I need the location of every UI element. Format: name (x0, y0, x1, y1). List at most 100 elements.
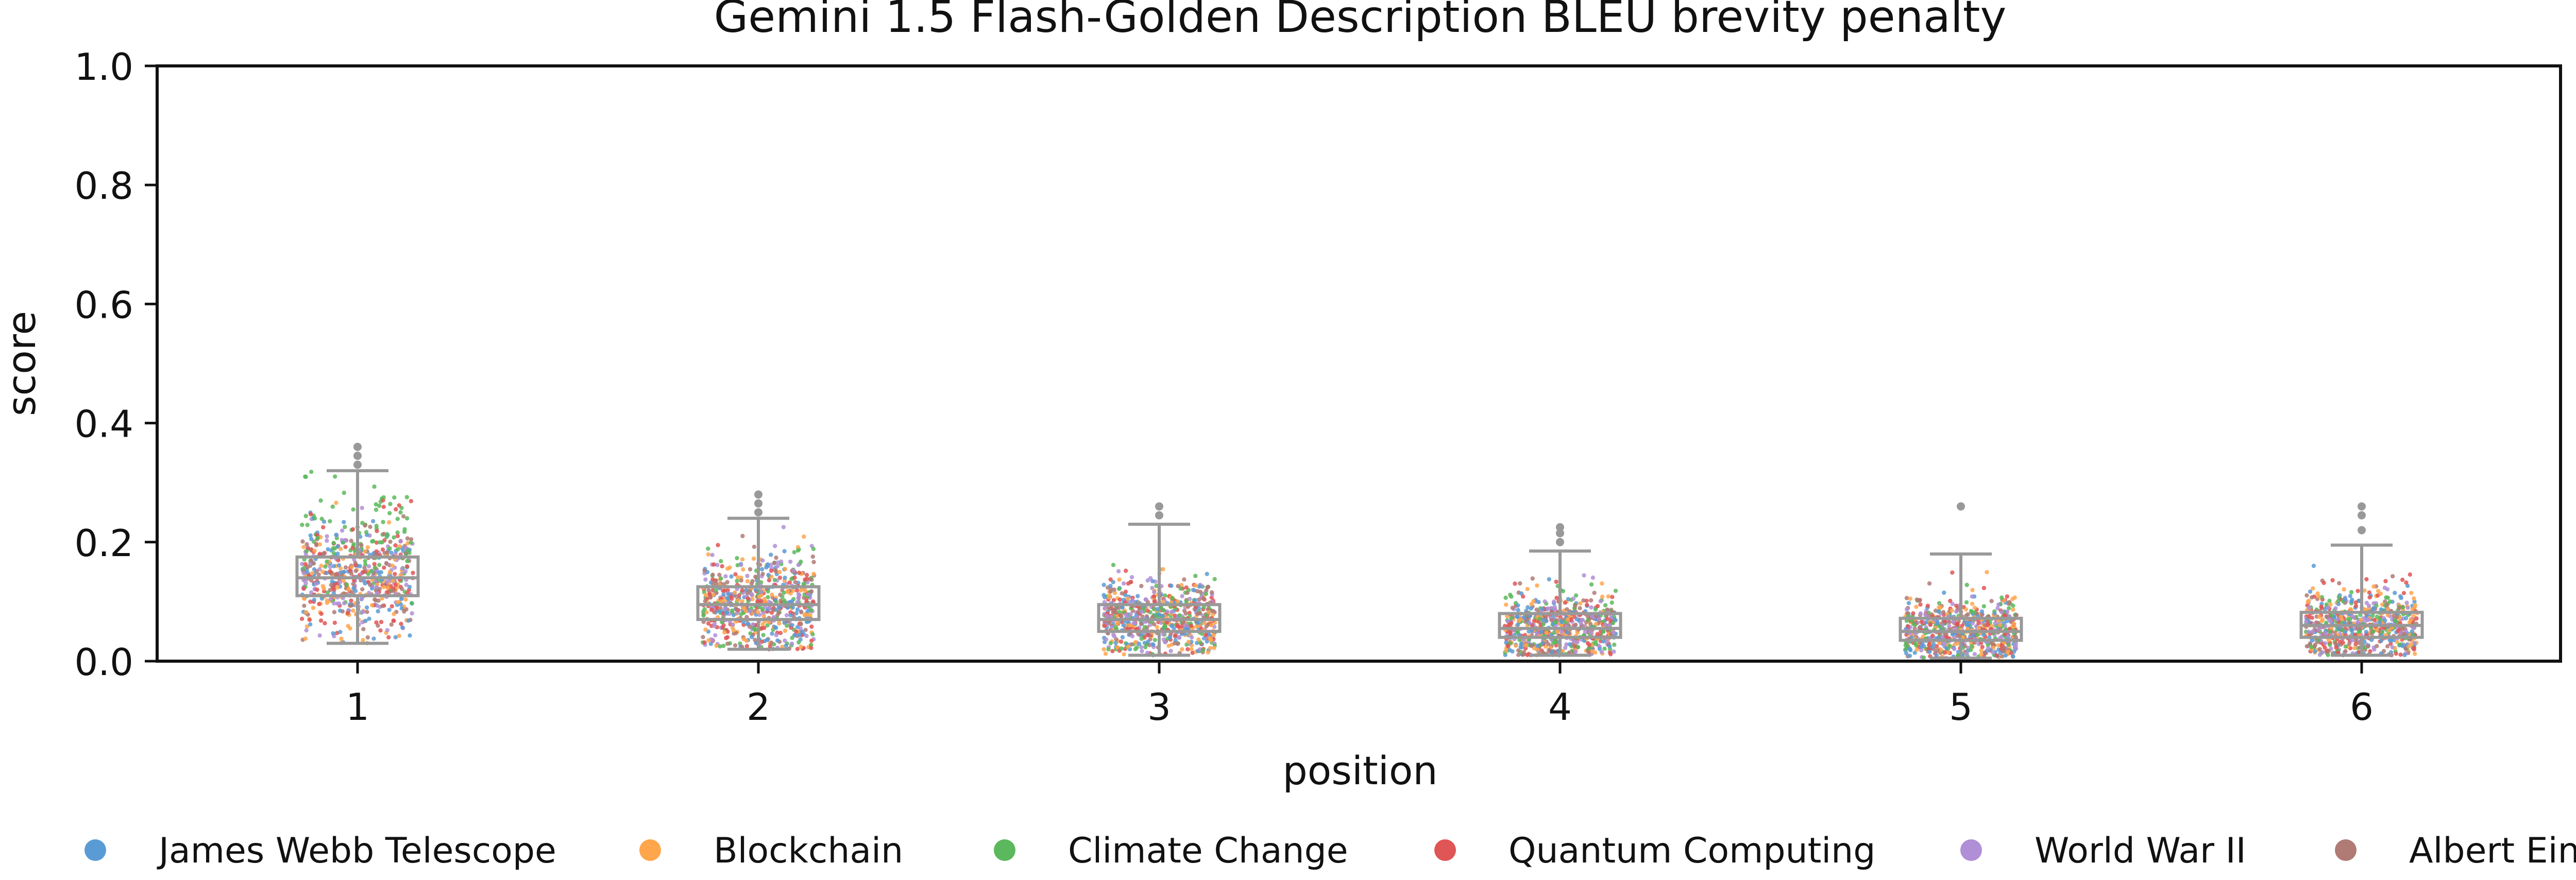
strip-point (703, 577, 708, 582)
strip-point (393, 543, 398, 548)
strip-point (312, 516, 317, 521)
strip-point (808, 643, 814, 647)
strip-point (1115, 645, 1120, 650)
strip-point (1516, 623, 1520, 627)
strip-point (304, 628, 309, 633)
strip-point (1108, 641, 1113, 646)
strip-point (761, 633, 766, 637)
strip-point (736, 575, 740, 580)
strip-point (301, 566, 307, 571)
strip-point (726, 592, 731, 596)
strip-point (2402, 631, 2407, 636)
legend-marker (1960, 839, 1982, 861)
strip-point (1964, 613, 1969, 618)
strip-point (360, 587, 365, 592)
strip-point (399, 622, 403, 626)
strip-point (374, 540, 379, 545)
strip-point (1519, 642, 1523, 646)
strip-point (1189, 647, 1194, 652)
strip-point (2349, 590, 2354, 595)
strip-point (1204, 592, 1209, 596)
strip-point (1586, 649, 1590, 653)
strip-point (385, 628, 390, 633)
strip-point (774, 633, 779, 637)
strip-point (2315, 591, 2320, 596)
strip-point (1169, 610, 1174, 614)
strip-point (1547, 648, 1551, 652)
strip-point (342, 490, 346, 495)
strip-point (2319, 618, 2324, 624)
outlier-point (754, 508, 762, 516)
strip-point (1972, 610, 1977, 615)
strip-point (343, 538, 348, 543)
strip-point (739, 578, 743, 583)
strip-point (2003, 632, 2007, 636)
strip-point (2355, 589, 2360, 593)
chart-title: Gemini 1.5 Flash-Golden Description BLEU… (714, 0, 2007, 43)
strip-point (1165, 609, 1170, 614)
strip-point (1190, 650, 1195, 655)
strip-point (725, 635, 730, 640)
strip-point (1589, 582, 1594, 587)
strip-point (303, 513, 308, 519)
strip-point (2390, 574, 2395, 579)
strip-point (1506, 644, 1511, 649)
strip-point (1995, 606, 2000, 611)
strip-point (364, 530, 369, 534)
strip-point (343, 565, 348, 570)
strip-point (795, 548, 801, 553)
strip-point (2393, 591, 2397, 595)
strip-point (1936, 609, 1941, 614)
strip-point (2324, 614, 2329, 619)
strip-point (797, 593, 802, 598)
strip-point (323, 621, 327, 626)
strip-point (809, 639, 814, 643)
strip-point (1539, 630, 1544, 634)
strip-point (796, 640, 801, 645)
strip-point (387, 570, 392, 575)
strip-point (1905, 611, 1910, 616)
strip-point (725, 580, 730, 584)
strip-point (1904, 651, 1909, 655)
strip-point (2323, 630, 2328, 635)
strip-point (1160, 613, 1165, 618)
strip-point (2308, 589, 2313, 594)
strip-point (2317, 614, 2321, 619)
strip-point (312, 548, 317, 553)
strip-point (770, 631, 774, 636)
strip-point (1204, 588, 1209, 593)
legend-item: World War II (1960, 831, 2246, 871)
strip-point (314, 581, 318, 586)
strip-point (2375, 644, 2379, 648)
strip-point (300, 562, 304, 566)
strip-point (314, 542, 319, 546)
strip-point (1584, 598, 1589, 603)
strip-point (321, 586, 326, 591)
strip-point (1955, 622, 1960, 627)
outlier-point (1155, 502, 1163, 511)
y-tick-label: 0.4 (74, 403, 133, 446)
strip-point (394, 507, 398, 512)
strip-point (2352, 646, 2357, 650)
strip-point (331, 631, 335, 636)
strip-point (1583, 629, 1587, 634)
strip-point (711, 582, 716, 586)
strip-point (1999, 610, 2004, 615)
strip-point (410, 611, 414, 616)
strip-point (1139, 636, 1144, 641)
strip-point (710, 553, 715, 557)
strip-point (797, 633, 802, 637)
strip-point (409, 499, 414, 504)
strip-point (722, 630, 727, 635)
strip-point (363, 562, 368, 567)
strip-point (1911, 611, 1916, 616)
strip-point (710, 637, 715, 643)
strip-point (371, 636, 376, 641)
strip-point (2328, 602, 2333, 607)
strip-point (740, 588, 744, 593)
strip-point (331, 564, 336, 568)
strip-point (1597, 647, 1602, 651)
strip-point (1509, 615, 1514, 620)
strip-point (2333, 606, 2338, 611)
strip-point (304, 549, 309, 554)
